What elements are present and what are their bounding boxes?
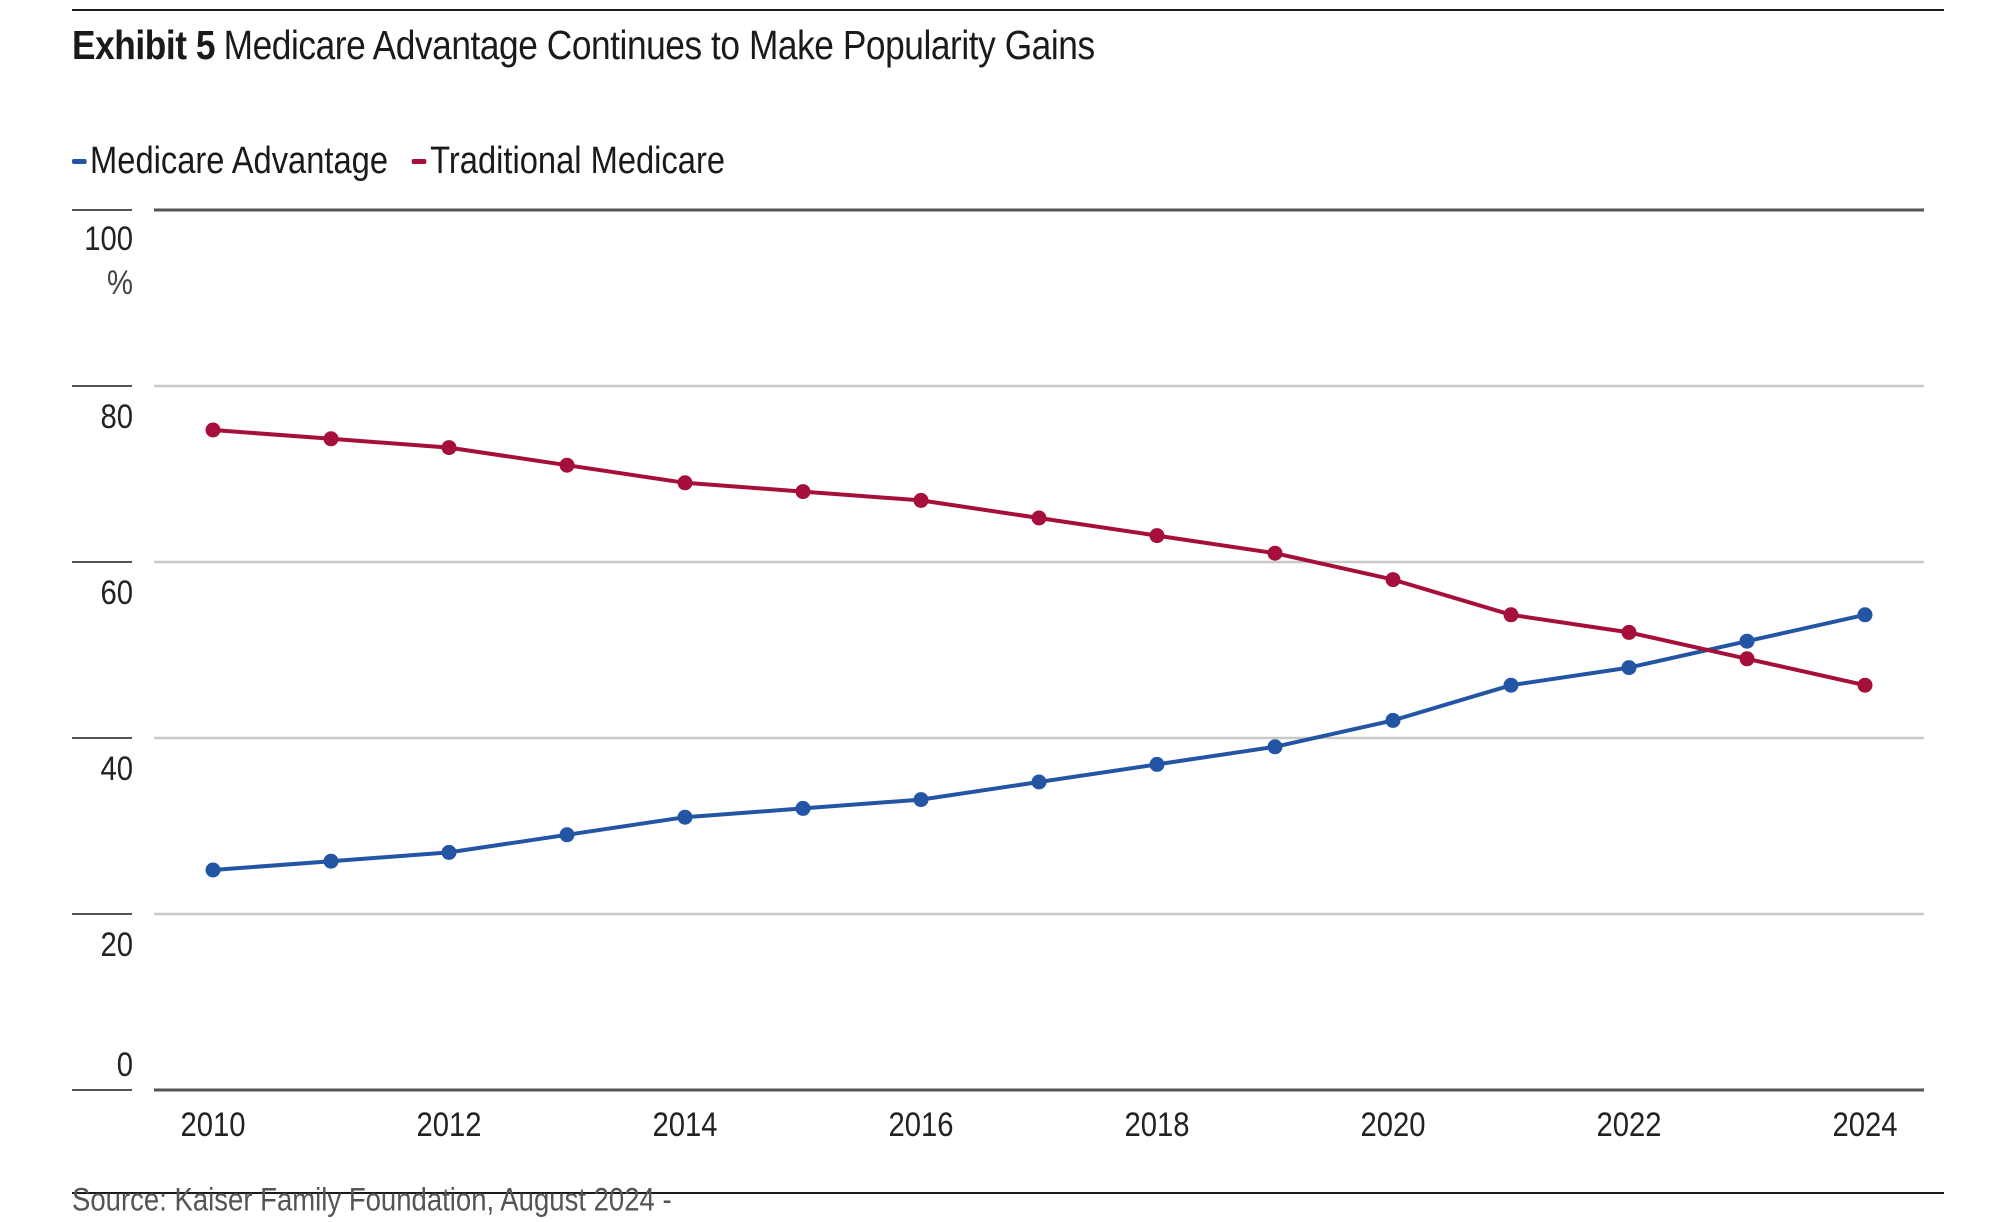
legend-label-medicare-advantage: Medicare Advantage xyxy=(90,140,389,182)
top-rule xyxy=(72,9,1944,11)
y-tick-label-0: 0 xyxy=(117,1045,133,1084)
data-point-traditional-medicare-2021[interactable] xyxy=(1503,607,1519,623)
data-point-traditional-medicare-2020[interactable] xyxy=(1385,572,1401,588)
y-tick-label-80: 80 xyxy=(100,397,133,436)
data-point-medicare-advantage-2019[interactable] xyxy=(1267,739,1283,755)
data-point-traditional-medicare-2012[interactable] xyxy=(441,440,457,456)
data-point-medicare-advantage-2017[interactable] xyxy=(1031,774,1047,790)
x-tick-label-2018: 2018 xyxy=(1124,1105,1189,1144)
y-tick-label-20: 20 xyxy=(100,925,133,964)
data-point-medicare-advantage-2010[interactable] xyxy=(205,862,221,878)
data-point-traditional-medicare-2023[interactable] xyxy=(1739,651,1755,667)
bottom-rule xyxy=(72,1192,1944,1194)
data-point-traditional-medicare-2024[interactable] xyxy=(1857,677,1873,693)
legend: Medicare Advantage Traditional Medicare xyxy=(72,140,725,183)
exhibit-label: Exhibit 5 xyxy=(72,22,216,68)
legend-swatch-medicare-advantage xyxy=(72,159,87,164)
data-point-medicare-advantage-2013[interactable] xyxy=(559,827,575,843)
data-point-medicare-advantage-2011[interactable] xyxy=(323,853,339,869)
data-point-medicare-advantage-2018[interactable] xyxy=(1149,756,1165,772)
data-point-medicare-advantage-2014[interactable] xyxy=(677,809,693,825)
series-line-medicare-advantage xyxy=(212,612,1866,872)
data-point-medicare-advantage-2024[interactable] xyxy=(1857,607,1873,623)
data-point-medicare-advantage-2022[interactable] xyxy=(1621,660,1637,676)
data-point-traditional-medicare-2016[interactable] xyxy=(913,492,929,508)
legend-item-traditional-medicare[interactable]: Traditional Medicare xyxy=(412,140,725,183)
legend-swatch-traditional-medicare xyxy=(412,159,427,164)
gridlines xyxy=(154,208,1924,1092)
source-note: Source: Kaiser Family Foundation, August… xyxy=(72,1181,672,1218)
data-point-traditional-medicare-2013[interactable] xyxy=(559,457,575,473)
data-point-traditional-medicare-2015[interactable] xyxy=(795,484,811,500)
data-point-traditional-medicare-2017[interactable] xyxy=(1031,510,1047,526)
legend-item-medicare-advantage[interactable]: Medicare Advantage xyxy=(72,140,388,183)
data-point-medicare-advantage-2016[interactable] xyxy=(913,792,929,808)
y-axis-unit-label: % xyxy=(107,263,133,302)
x-tick-label-2010: 2010 xyxy=(180,1105,245,1144)
data-point-medicare-advantage-2015[interactable] xyxy=(795,800,811,816)
chart-title: Exhibit 5 Medicare Advantage Continues to… xyxy=(72,22,1095,69)
data-point-medicare-advantage-2020[interactable] xyxy=(1385,712,1401,728)
x-axis-ticks: 2010 2012 2014 2016 2018 2020 2022 2024 xyxy=(180,1105,1897,1144)
y-tick-label-40: 40 xyxy=(100,749,133,788)
x-tick-label-2012: 2012 xyxy=(416,1105,481,1144)
legend-label-traditional-medicare: Traditional Medicare xyxy=(430,140,726,182)
y-tick-label-100: 100 xyxy=(84,219,133,258)
data-point-traditional-medicare-2011[interactable] xyxy=(323,431,339,447)
title-text: Medicare Advantage Continues to Make Pop… xyxy=(223,22,1095,68)
y-axis-ticks: 0 20 40 60 80 100% xyxy=(72,209,133,1091)
x-tick-label-2022: 2022 xyxy=(1596,1105,1661,1144)
data-point-traditional-medicare-2022[interactable] xyxy=(1621,624,1637,640)
series-group xyxy=(205,422,1873,878)
data-point-traditional-medicare-2014[interactable] xyxy=(677,475,693,491)
data-point-traditional-medicare-2010[interactable] xyxy=(205,422,221,438)
data-point-traditional-medicare-2019[interactable] xyxy=(1267,545,1283,561)
data-point-medicare-advantage-2012[interactable] xyxy=(441,844,457,860)
y-tick-label-60: 60 xyxy=(100,573,133,612)
x-tick-label-2024: 2024 xyxy=(1832,1105,1897,1144)
x-tick-label-2014: 2014 xyxy=(652,1105,717,1144)
x-tick-label-2020: 2020 xyxy=(1360,1105,1425,1144)
data-point-medicare-advantage-2021[interactable] xyxy=(1503,677,1519,693)
data-point-traditional-medicare-2018[interactable] xyxy=(1149,528,1165,544)
x-tick-label-2016: 2016 xyxy=(888,1105,953,1144)
data-point-medicare-advantage-2023[interactable] xyxy=(1739,633,1755,649)
series-line-traditional-medicare xyxy=(212,428,1866,688)
